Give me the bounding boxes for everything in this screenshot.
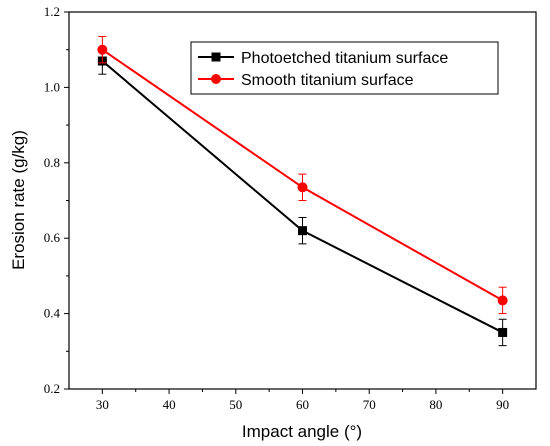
legend-label-1: Smooth titanium surface — [241, 72, 414, 89]
x-tick-label-50: 50 — [229, 397, 242, 412]
legend-marker-0 — [211, 52, 221, 62]
x-tick-label-70: 70 — [363, 397, 376, 412]
x-tick-label-80: 80 — [429, 397, 442, 412]
y-tick-label-5: 1.2 — [44, 4, 60, 19]
tick-group: 30 40 50 60 70 80 90 0.2 0.4 0.6 0.8 1.0 1.2 — [44, 4, 509, 412]
legend: Photoetched titanium surface Smooth titan… — [190, 41, 499, 95]
legend-marker-1 — [211, 74, 221, 84]
y-axis-title: Erosion rate (g/kg) — [9, 130, 28, 270]
x-tick-label-90: 90 — [496, 397, 509, 412]
data-point-0-2 — [498, 327, 508, 337]
legend-box — [190, 41, 499, 95]
x-axis-title: Impact angle (°) — [242, 422, 362, 441]
x-tick-label-40: 40 — [163, 397, 176, 412]
y-tick-label-0: 0.2 — [44, 381, 60, 396]
y-tick-label-1: 0.4 — [44, 306, 61, 321]
y-tick-label-3: 0.8 — [44, 155, 60, 170]
data-point-0-1 — [298, 226, 307, 236]
y-tick-label-4: 1.0 — [44, 79, 60, 94]
legend-label-0: Photoetched titanium surface — [241, 50, 448, 67]
series-group — [97, 36, 508, 347]
data-point-1-1 — [297, 182, 308, 193]
data-point-1-2 — [497, 295, 508, 306]
y-tick-label-2: 0.6 — [44, 230, 61, 245]
data-point-1-0 — [97, 44, 108, 55]
x-tick-label-60: 60 — [296, 397, 309, 412]
series-1 — [97, 36, 508, 315]
x-tick-label-30: 30 — [96, 397, 109, 412]
